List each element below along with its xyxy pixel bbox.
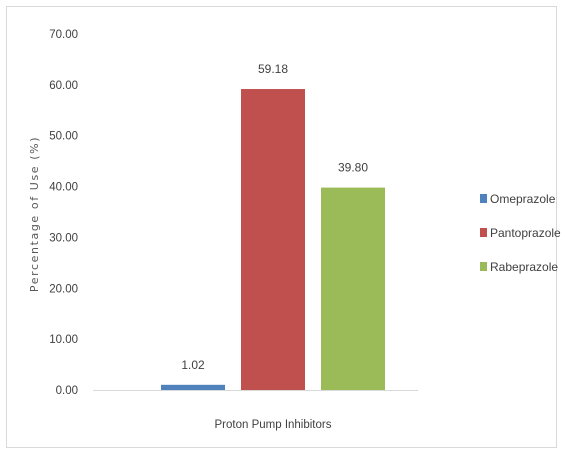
legend-swatch-pantoprazole	[480, 228, 487, 237]
y-tick-label: 30.00	[49, 232, 78, 244]
y-tick-label: 10.00	[49, 334, 78, 346]
legend-swatch-omeprazole	[480, 194, 487, 203]
bar-rabeprazole	[321, 187, 385, 390]
bars	[161, 89, 385, 390]
data-label-omeprazole: 1.02	[181, 358, 205, 372]
y-tick-label: 70.00	[49, 29, 78, 41]
y-axis-label: Percentage of Use (%)	[28, 136, 41, 292]
legend: Omeprazole Pantoprazole Rabeprazole	[480, 192, 561, 274]
data-labels: 1.02 59.18 39.80	[181, 62, 368, 372]
bar-omeprazole	[161, 384, 225, 390]
legend-label-pantoprazole: Pantoprazole	[490, 226, 561, 240]
x-axis-label: Proton Pump Inhibitors	[215, 419, 332, 431]
data-label-rabeprazole: 39.80	[338, 161, 368, 175]
legend-label-omeprazole: Omeprazole	[490, 192, 556, 206]
legend-swatch-rabeprazole	[480, 262, 487, 271]
y-tick-label: 60.00	[49, 80, 78, 92]
y-tick-label: 40.00	[49, 182, 78, 194]
y-tick-label: 0.00	[56, 385, 78, 397]
legend-label-rabeprazole: Rabeprazole	[490, 260, 558, 274]
y-tick-label: 20.00	[49, 283, 78, 295]
data-label-pantoprazole: 59.18	[258, 62, 288, 76]
y-axis-ticks: 0.00 10.00 20.00 30.00 40.00 50.00 60.00 70.00	[49, 29, 78, 397]
bar-pantoprazole	[241, 89, 305, 390]
y-tick-label: 50.00	[49, 131, 78, 143]
